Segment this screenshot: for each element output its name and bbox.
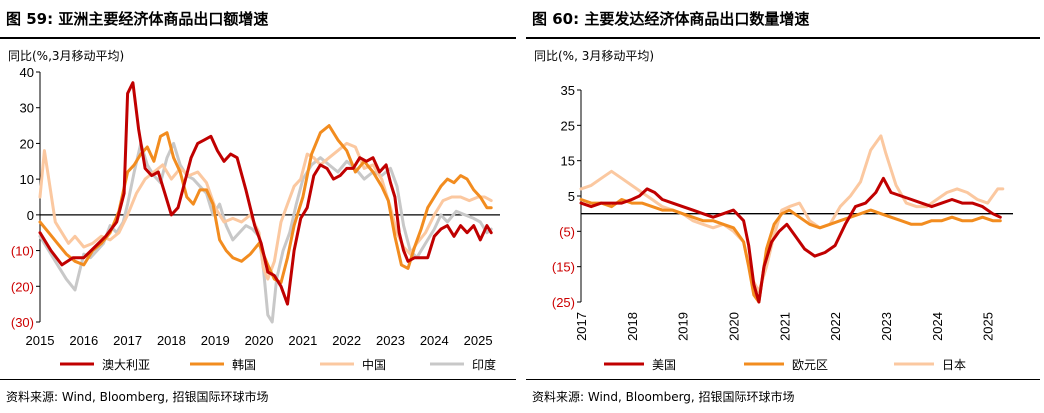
x-tick-label: 2023 xyxy=(376,333,405,348)
source-rule xyxy=(526,379,1040,380)
x-tick-label: 2021 xyxy=(777,312,792,341)
x-tick-label: 2020 xyxy=(245,333,274,348)
y-tick-label: 20 xyxy=(20,136,34,151)
legend-label: 澳大利亚 xyxy=(102,358,150,372)
y-tick-label: 25 xyxy=(561,118,575,133)
x-tick-label: 2017 xyxy=(113,333,142,348)
chart-panel-exports-value: 图 59: 亚洲主要经济体商品出口额增速 同比(%,3月移动平均) 40 30 20… xyxy=(0,0,520,413)
y-tick-label: (10) xyxy=(11,244,34,259)
x-tick-label: 2019 xyxy=(676,312,691,341)
y-tick-label: 10 xyxy=(20,172,34,187)
chart-title: 图 59: 亚洲主要经济体商品出口额增速 xyxy=(6,10,269,28)
legend-label: 美国 xyxy=(652,358,676,372)
x-tick-label: 2022 xyxy=(332,333,361,348)
x-tick-label: 2025 xyxy=(981,312,996,341)
y-tick-label: 40 xyxy=(20,65,34,80)
y-tick-label: 0 xyxy=(27,208,34,223)
y-tick-label: 5 xyxy=(568,189,575,204)
legend-label: 印度 xyxy=(472,357,496,372)
legend-label: 中国 xyxy=(362,357,386,372)
y-axis-unit: 同比(%, 3月移动平均) xyxy=(534,49,655,63)
x-tick-label: 2019 xyxy=(201,333,230,348)
y-tick-label: (25) xyxy=(552,295,575,310)
legend-label: 韩国 xyxy=(232,357,256,372)
source-note: 资料来源: Wind, Bloomberg, 招银国际环球市场 xyxy=(532,390,795,404)
y-tick-label: (15) xyxy=(552,260,575,275)
legend-label: 日本 xyxy=(942,358,966,372)
y-tick-label: (5) xyxy=(559,224,575,239)
y-tick-label: (20) xyxy=(11,279,34,294)
x-tick-label: 2016 xyxy=(69,333,98,348)
series-line-3 xyxy=(579,134,1005,293)
series-line-2 xyxy=(579,198,1002,304)
x-tick-label: 2018 xyxy=(625,312,640,341)
x-tick-label: 2025 xyxy=(464,333,493,348)
y-tick-label: 15 xyxy=(561,154,575,169)
x-tick-label: 2020 xyxy=(726,312,741,341)
x-tick-label: 2017 xyxy=(574,312,589,341)
y-axis-unit: 同比(%,3月移动平均) xyxy=(8,49,125,63)
x-tick-label: 2018 xyxy=(157,333,186,348)
x-tick-label: 2022 xyxy=(828,312,843,341)
series-line-1 xyxy=(38,81,493,306)
y-tick-label: 35 xyxy=(561,83,575,98)
y-tick-label: 30 xyxy=(20,101,34,116)
line-chart: 35 25 15 5 (5) (15) (25) 2017 2018 2019 2020 2021 20… xyxy=(552,83,1013,372)
title-rule xyxy=(0,37,516,39)
x-tick-label: 2024 xyxy=(930,312,945,341)
legend-label: 欧元区 xyxy=(792,358,828,372)
y-tick-label: (30) xyxy=(11,315,34,330)
chart-panel-exports-volume: 图 60: 主要发达经济体商品出口数量增速 同比(%, 3月移动平均) 35 25… xyxy=(526,0,1044,413)
chart-title: 图 60: 主要发达经济体商品出口数量增速 xyxy=(532,10,810,28)
x-tick-label: 2021 xyxy=(288,333,317,348)
source-rule xyxy=(0,379,516,380)
x-tick-label: 2015 xyxy=(26,333,55,348)
source-note: 资料来源: Wind, Bloomberg, 招银国际环球市场 xyxy=(6,390,269,404)
title-rule xyxy=(526,37,1040,39)
line-chart: 40 30 20 10 0 (10) (20) (30) 2015 2016 2017 2018 201… xyxy=(11,65,500,372)
series-line-2 xyxy=(38,124,493,285)
x-tick-label: 2024 xyxy=(420,333,449,348)
x-tick-label: 2023 xyxy=(879,312,894,341)
series-line-1 xyxy=(579,176,1002,304)
